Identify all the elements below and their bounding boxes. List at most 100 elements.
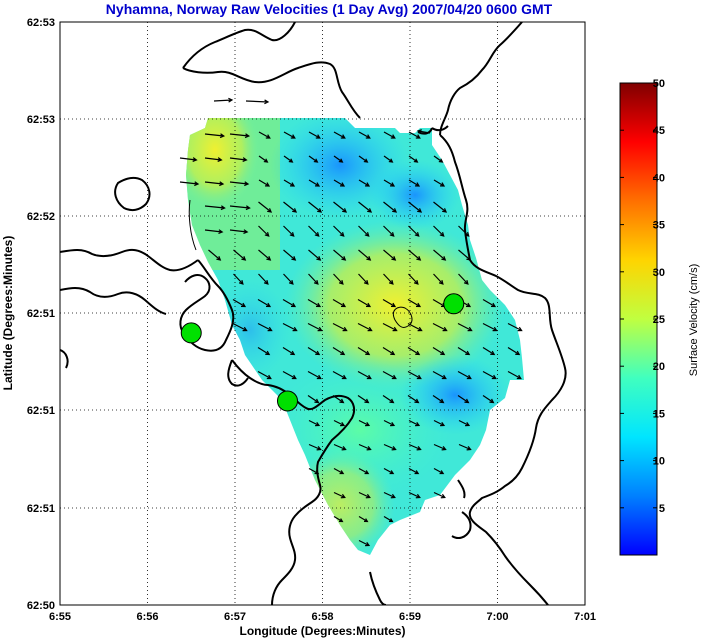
velocity-arrow <box>358 179 371 187</box>
velocity-arrow <box>204 205 226 211</box>
chart-title: Nyhamna, Norway Raw Velocities (1 Day Av… <box>106 1 553 17</box>
velocity-arrow <box>257 322 273 332</box>
velocity-arrow <box>308 179 321 187</box>
velocity-arrow <box>258 273 269 285</box>
velocity-arrow <box>358 467 370 475</box>
velocity-arrow <box>433 467 445 475</box>
velocity-arrow <box>258 155 269 163</box>
velocity-arrow <box>382 346 396 356</box>
plot-area <box>59 21 586 606</box>
velocity-arrow <box>308 273 319 285</box>
velocity-arrow <box>332 322 348 332</box>
velocity-arrow <box>179 181 200 187</box>
velocity-arrow <box>258 201 273 213</box>
velocity-arrow <box>407 346 421 356</box>
velocity-arrow <box>229 205 251 211</box>
velocity-arrow <box>408 225 420 237</box>
velocity-arrow <box>482 346 496 356</box>
velocity-arrow <box>204 181 225 187</box>
contour-line-west <box>188 199 197 251</box>
velocity-arrow <box>433 491 446 499</box>
x-tick-label: 6:58 <box>311 611 333 623</box>
velocity-arrow <box>258 179 271 187</box>
radar-station-marker <box>443 293 465 315</box>
velocity-arrow <box>458 443 472 451</box>
velocity-arrow <box>204 157 223 163</box>
velocity-arrow <box>333 201 348 213</box>
y-tick-label: 62:51 <box>27 405 55 417</box>
velocity-arrow <box>333 515 344 523</box>
radar-station-marker <box>180 322 202 344</box>
velocity-arrow <box>358 249 372 261</box>
velocity-arrow <box>308 419 321 427</box>
velocity-arrow <box>232 298 247 308</box>
velocity-arrow <box>283 249 297 261</box>
x-tick-label: 7:01 <box>574 611 596 623</box>
velocity-arrow <box>432 395 445 404</box>
velocity-arrow <box>307 298 322 308</box>
velocity-arrow <box>408 491 421 499</box>
velocity-arrow <box>408 419 421 427</box>
field-center-high <box>285 220 505 390</box>
colorbar-tick-labels: 5 10 15 20 25 30 35 40 45 50 <box>653 78 665 515</box>
velocity-arrow <box>229 181 250 187</box>
velocity-vectors <box>179 97 523 547</box>
velocity-arrow <box>383 515 394 523</box>
colorbar-tick-label: 15 <box>653 408 665 420</box>
velocity-arrow <box>507 346 521 356</box>
x-tick-label: 6:59 <box>399 611 421 623</box>
colorbar-ticks <box>620 82 657 509</box>
velocity-arrow <box>333 249 347 261</box>
velocity-arrow <box>433 201 448 213</box>
velocity-arrow <box>358 419 371 427</box>
velocity-arrow <box>482 370 497 380</box>
velocity-arrow <box>407 395 420 404</box>
velocity-arrow <box>333 443 347 451</box>
velocity-arrow <box>333 419 346 427</box>
velocity-arrow <box>383 201 398 213</box>
velocity-arrow <box>408 467 420 475</box>
velocity-arrow <box>333 225 345 237</box>
velocity-arrow <box>382 395 395 404</box>
velocity-arrow <box>282 346 296 356</box>
radar-stations <box>180 293 465 412</box>
velocity-arrow <box>229 133 251 139</box>
velocity-arrow <box>358 443 372 451</box>
velocity-arrow <box>357 346 371 356</box>
velocity-arrow <box>433 273 444 285</box>
velocity-arrow <box>383 419 396 427</box>
colorbar-label: Surface Velocity (cm/s) <box>688 264 700 376</box>
colorbar-tick-label: 20 <box>653 361 665 373</box>
radar-station-marker <box>277 390 298 412</box>
velocity-arrow <box>383 179 396 187</box>
velocity-arrow <box>257 370 272 380</box>
y-tick-label: 62:50 <box>27 600 55 612</box>
x-axis: 6:55 6:56 6:57 6:58 6:59 7:00 7:01 Longi… <box>49 611 596 638</box>
velocity-arrow <box>213 97 234 103</box>
velocity-arrow <box>482 298 497 308</box>
velocity-arrow <box>383 131 396 139</box>
coastline-small-island-w <box>114 176 151 212</box>
velocity-arrow <box>358 491 371 499</box>
velocity-arrow <box>382 370 397 380</box>
velocity-arrow <box>307 370 322 380</box>
colorbar-tick-label: 40 <box>653 172 665 184</box>
velocity-arrow <box>308 155 319 163</box>
velocity-arrow <box>308 201 323 213</box>
colorbar-tick-label: 5 <box>659 503 665 515</box>
velocity-arrow <box>383 249 397 261</box>
velocity-arrow <box>358 201 373 213</box>
velocity-arrow <box>333 491 346 499</box>
velocity-arrow <box>282 298 297 308</box>
velocity-arrow <box>358 225 370 237</box>
velocity-arrow <box>357 395 370 404</box>
velocity-arrow <box>433 225 445 237</box>
velocity-arrow <box>358 539 371 547</box>
velocity-arrow <box>408 201 423 213</box>
field-southeast-low <box>400 355 510 435</box>
velocity-arrow <box>307 346 321 356</box>
y-tick-label: 62:52 <box>27 211 55 223</box>
x-axis-label: Longitude (Degrees:Minutes) <box>239 624 405 638</box>
field-northeast-low <box>370 160 460 230</box>
velocity-arrow <box>433 179 446 187</box>
